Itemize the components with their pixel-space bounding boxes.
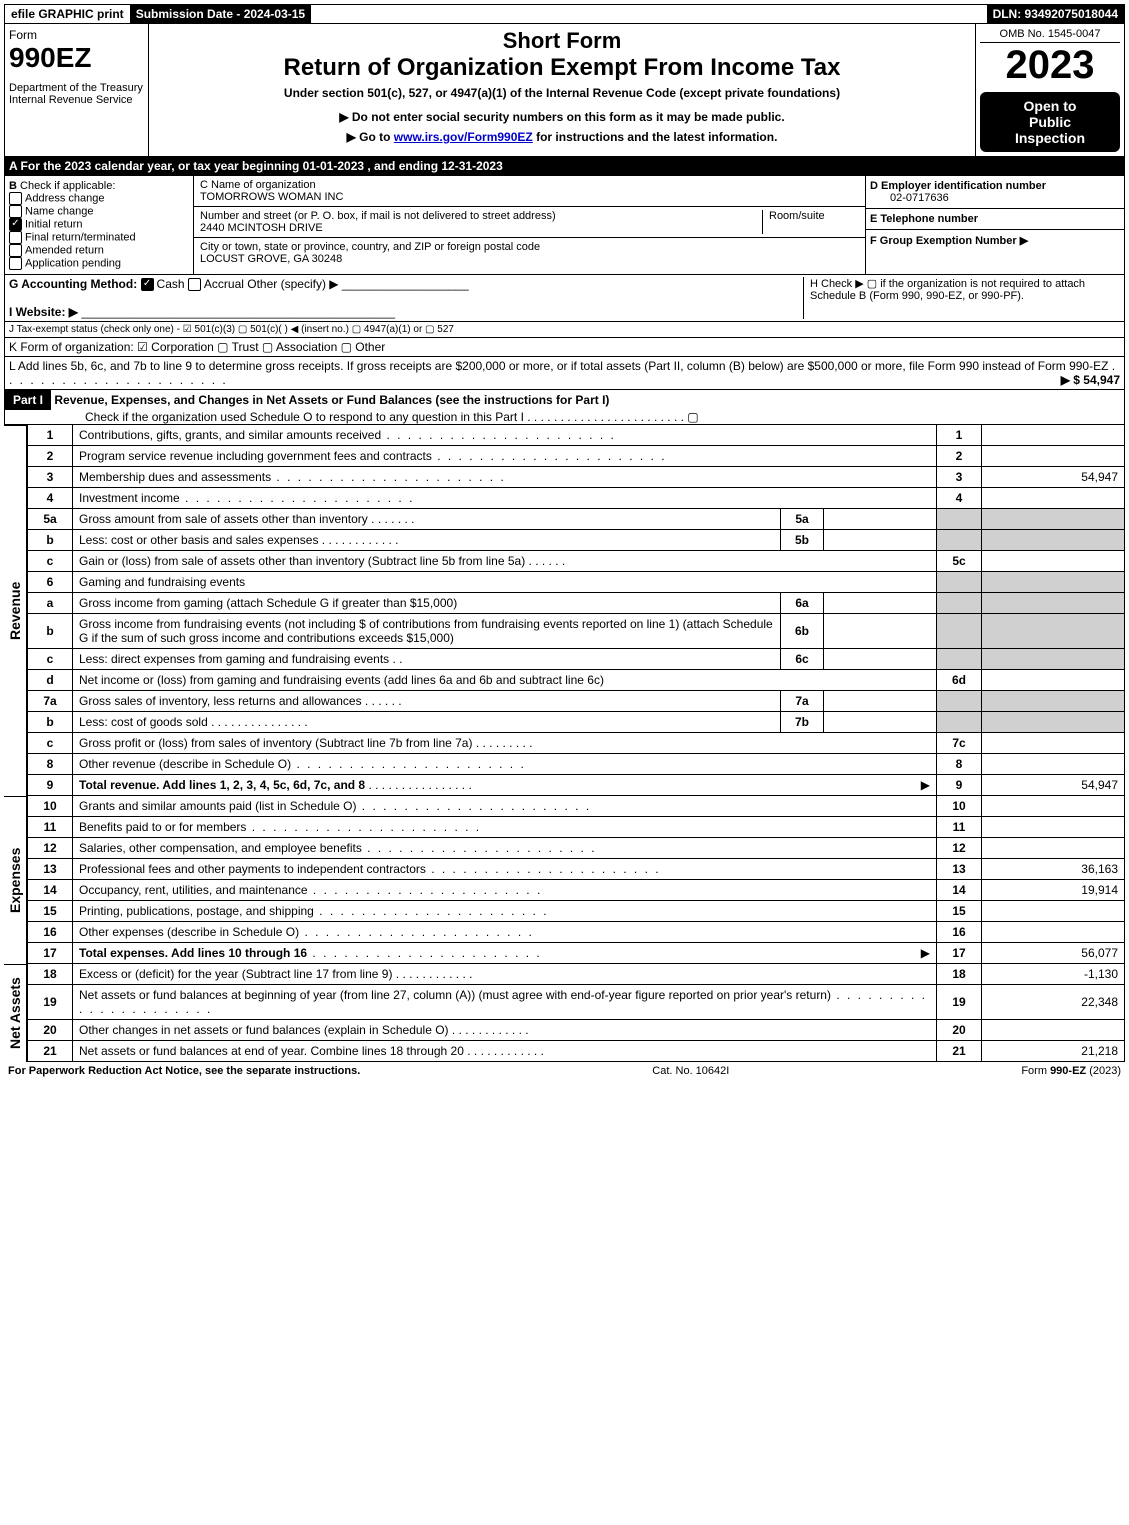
part1-title: Revenue, Expenses, and Changes in Net As… — [54, 393, 609, 407]
note-ssn: ▶ Do not enter social security numbers o… — [153, 110, 971, 124]
ein-value: 02-0717636 — [890, 192, 949, 204]
footer-left: For Paperwork Reduction Act Notice, see … — [8, 1065, 360, 1077]
checkbox-final[interactable] — [9, 231, 22, 244]
checkbox-accrual[interactable] — [188, 278, 201, 291]
irs-link[interactable]: www.irs.gov/Form990EZ — [394, 130, 533, 144]
checkbox-pending[interactable] — [9, 257, 22, 270]
line19-value: 22,348 — [982, 985, 1125, 1020]
telephone-label: E Telephone number — [870, 213, 978, 225]
section-k: K Form of organization: ☑ Corporation ▢ … — [4, 338, 1125, 357]
org-name: TOMORROWS WOMAN INC — [200, 191, 343, 203]
footer-cat: Cat. No. 10642I — [652, 1065, 729, 1077]
short-form-title: Short Form — [153, 28, 971, 54]
form-label: Form — [9, 28, 144, 42]
omb-number: OMB No. 1545-0047 — [980, 28, 1120, 43]
street-label: Number and street (or P. O. box, if mail… — [200, 210, 556, 222]
part1-label: Part I — [5, 390, 51, 410]
dln-label: DLN: 93492075018044 — [987, 5, 1124, 23]
footer-right: Form 990-EZ (2023) — [1021, 1065, 1121, 1077]
line18-value: -1,130 — [982, 964, 1125, 985]
page-footer: For Paperwork Reduction Act Notice, see … — [4, 1062, 1125, 1080]
room-suite-label: Room/suite — [762, 210, 859, 234]
expenses-vlabel: Expenses — [4, 796, 27, 964]
part1-check: Check if the organization used Schedule … — [5, 410, 699, 424]
checkbox-address[interactable] — [9, 192, 22, 205]
section-d-e-f: D Employer identification number 02-0717… — [865, 176, 1124, 274]
org-name-label: C Name of organization — [200, 179, 316, 191]
efile-label: efile GRAPHIC print — [5, 5, 130, 23]
netassets-table: 18Excess or (deficit) for the year (Subt… — [27, 964, 1125, 1062]
group-exemption-label: F Group Exemption Number ▶ — [870, 235, 1028, 247]
form-header: Form 990EZ Department of the Treasury In… — [4, 24, 1125, 157]
street-address: 2440 MCINTOSH DRIVE — [200, 222, 323, 234]
revenue-section: Revenue 1Contributions, gifts, grants, a… — [4, 425, 1125, 796]
submission-date: Submission Date - 2024-03-15 — [130, 5, 311, 23]
main-title: Return of Organization Exempt From Incom… — [153, 54, 971, 82]
section-h: H Check ▶ ▢ if the organization is not r… — [803, 277, 1120, 319]
expenses-table: 10Grants and similar amounts paid (list … — [27, 796, 1125, 964]
dept-irs: Internal Revenue Service — [9, 94, 144, 106]
form-number: 990EZ — [9, 42, 144, 74]
website-label: I Website: ▶ — [9, 305, 78, 319]
section-b: B Check if applicable: Address change Na… — [5, 176, 194, 274]
section-j: J Tax-exempt status (check only one) - ☑… — [4, 322, 1125, 338]
entity-info: B Check if applicable: Address change Na… — [4, 176, 1125, 275]
tax-year: 2023 — [980, 43, 1120, 88]
total-expenses: 56,077 — [982, 943, 1125, 964]
revenue-table: 1Contributions, gifts, grants, and simil… — [27, 425, 1125, 796]
total-revenue: 54,947 — [982, 775, 1125, 796]
netassets-section: Net Assets 18Excess or (deficit) for the… — [4, 964, 1125, 1062]
line21-value: 21,218 — [982, 1041, 1125, 1062]
checkbox-cash[interactable] — [141, 278, 154, 291]
accounting-method-label: G Accounting Method: — [9, 277, 137, 291]
gross-receipts: ▶ $ 54,947 — [1061, 373, 1120, 387]
part1-header: Part I Revenue, Expenses, and Changes in… — [4, 390, 1125, 425]
section-g-h: G Accounting Method: Cash Accrual Other … — [4, 275, 1125, 322]
revenue-vlabel: Revenue — [4, 425, 27, 796]
city-label: City or town, state or province, country… — [200, 241, 540, 253]
checkbox-initial[interactable] — [9, 218, 22, 231]
subtitle: Under section 501(c), 527, or 4947(a)(1)… — [153, 86, 971, 100]
note-link: ▶ Go to www.irs.gov/Form990EZ for instru… — [153, 130, 971, 144]
dept-treasury: Department of the Treasury — [9, 82, 144, 94]
netassets-vlabel: Net Assets — [4, 964, 27, 1062]
line3-value: 54,947 — [982, 467, 1125, 488]
section-c: C Name of organization TOMORROWS WOMAN I… — [194, 176, 865, 274]
city-state-zip: LOCUST GROVE, GA 30248 — [200, 253, 342, 265]
open-inspection: Open to Public Inspection — [980, 92, 1120, 152]
line14-value: 19,914 — [982, 880, 1125, 901]
top-bar: efile GRAPHIC print Submission Date - 20… — [4, 4, 1125, 24]
checkbox-amended[interactable] — [9, 244, 22, 257]
ein-label: D Employer identification number — [870, 180, 1046, 192]
line13-value: 36,163 — [982, 859, 1125, 880]
section-l: L Add lines 5b, 6c, and 7b to line 9 to … — [4, 357, 1125, 390]
section-a: A For the 2023 calendar year, or tax yea… — [4, 157, 1125, 176]
checkbox-name[interactable] — [9, 205, 22, 218]
expenses-section: Expenses 10Grants and similar amounts pa… — [4, 796, 1125, 964]
